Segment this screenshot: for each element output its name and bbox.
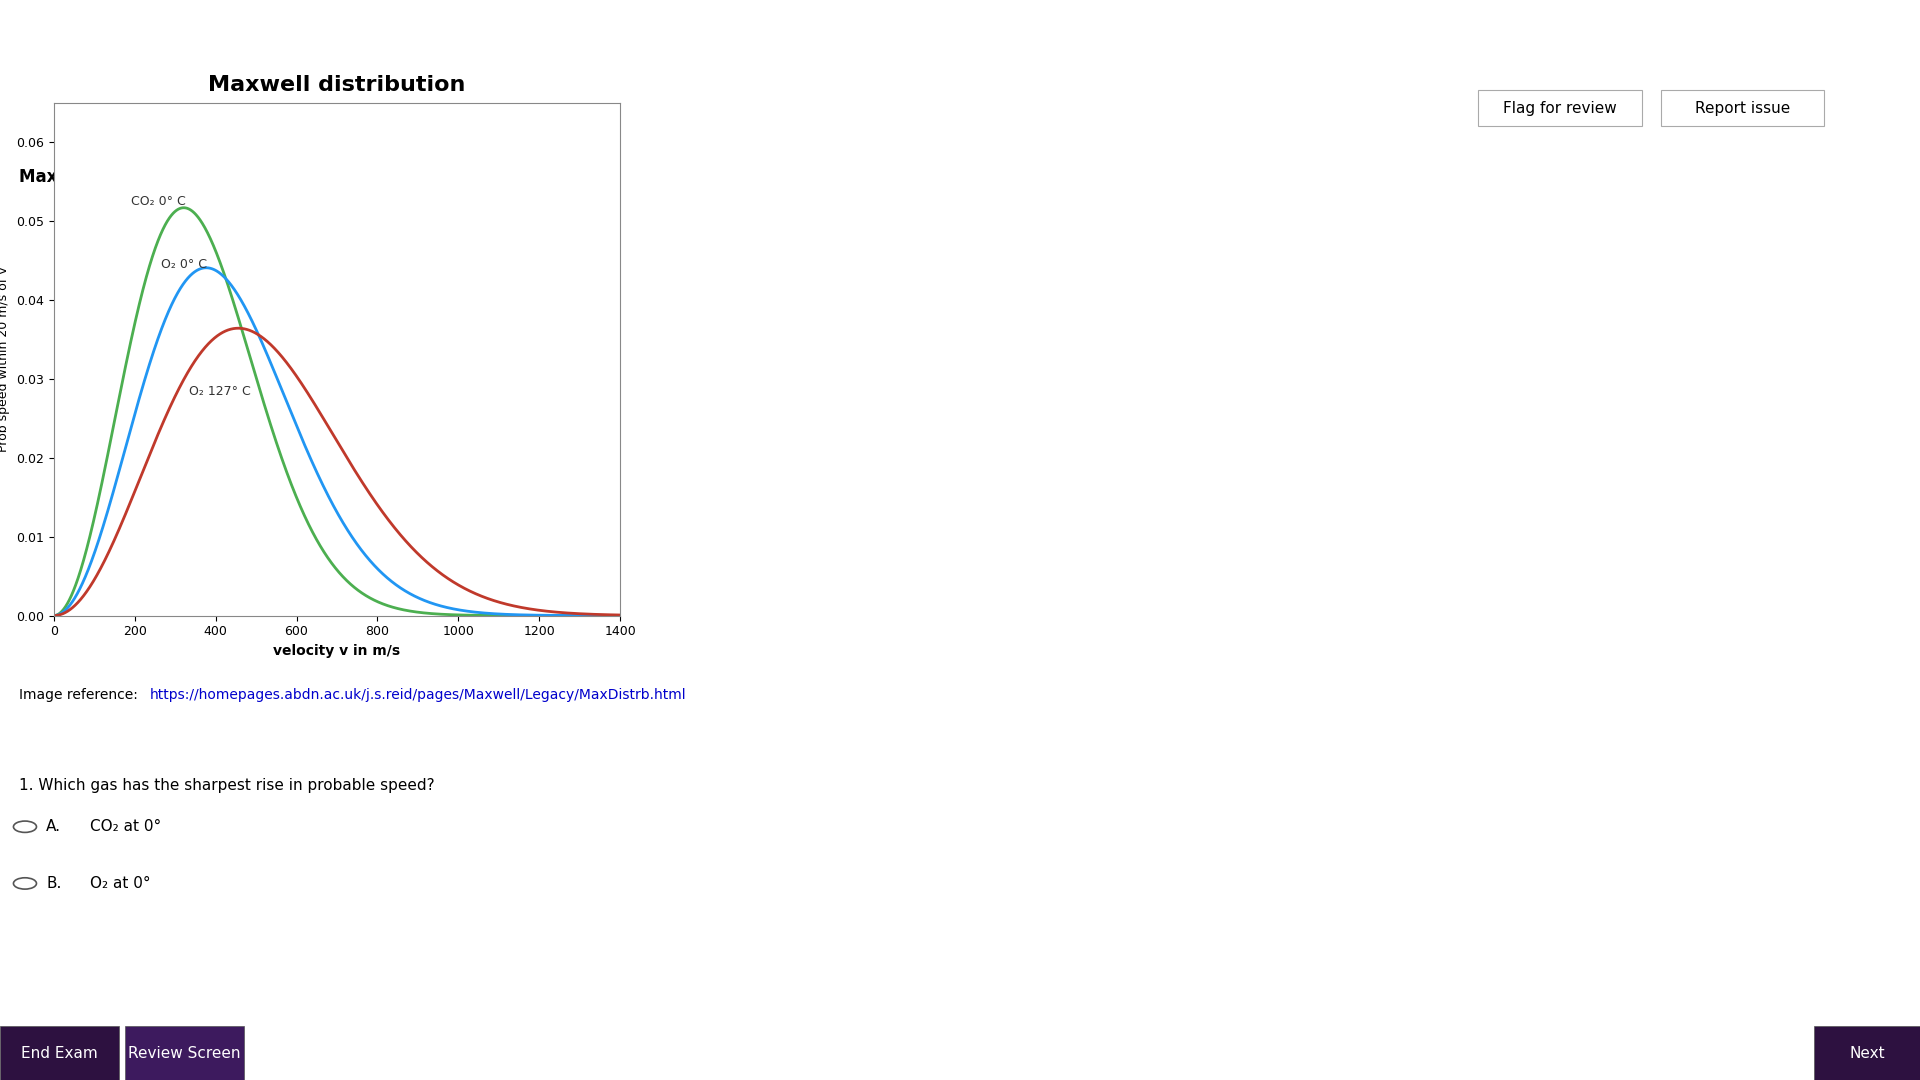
Text: Flag for review: Flag for review [1503, 100, 1617, 116]
FancyBboxPatch shape [1478, 91, 1642, 125]
Text: O₂ 127° C: O₂ 127° C [190, 384, 252, 397]
FancyBboxPatch shape [1814, 1026, 1920, 1080]
FancyBboxPatch shape [1661, 91, 1824, 125]
Text: GAMSAT Section III Chemistry – Part 2: GAMSAT Section III Chemistry – Part 2 [19, 28, 555, 53]
Text: CO₂ at 0°: CO₂ at 0° [90, 820, 161, 834]
Text: A.: A. [46, 820, 61, 834]
FancyBboxPatch shape [125, 1026, 244, 1080]
Title: Maxwell distribution: Maxwell distribution [207, 76, 467, 95]
Text: O₂ 0° C: O₂ 0° C [161, 258, 207, 271]
Text: 1. Which gas has the sharpest rise in probable speed?: 1. Which gas has the sharpest rise in pr… [19, 778, 434, 793]
Text: End Exam: End Exam [21, 1045, 98, 1061]
FancyBboxPatch shape [0, 1026, 119, 1080]
Text: B.: B. [46, 876, 61, 891]
Text: https://homepages.abdn.ac.uk/j.s.reid/pages/Maxwell/Legacy/MaxDistrb.html: https://homepages.abdn.ac.uk/j.s.reid/pa… [150, 688, 685, 702]
Text: 146:27: 146:27 [1843, 19, 1901, 38]
Y-axis label: Prob speed within 20 m/s of v: Prob speed within 20 m/s of v [0, 267, 10, 451]
X-axis label: velocity v in m/s: velocity v in m/s [273, 644, 401, 658]
Text: Next: Next [1849, 1045, 1885, 1061]
Text: O₂ at 0°: O₂ at 0° [90, 876, 152, 891]
Text: 1 of 73: 1 of 73 [1843, 48, 1901, 66]
Text: Report issue: Report issue [1695, 100, 1789, 116]
Text: Maxwell distribution plot: Maxwell distribution plot [19, 168, 253, 186]
Text: CO₂ 0° C: CO₂ 0° C [131, 195, 186, 208]
Text: Image reference:: Image reference: [19, 688, 142, 702]
Text: Review Screen: Review Screen [129, 1045, 240, 1061]
